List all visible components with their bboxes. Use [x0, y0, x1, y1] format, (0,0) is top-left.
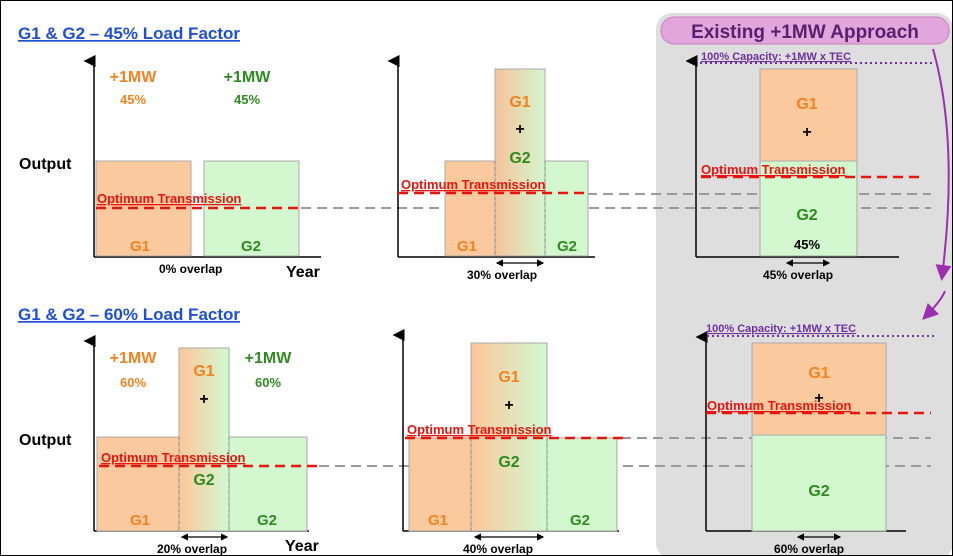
overlap-label: 40% overlap: [463, 542, 533, 555]
chart-bottom-40-overlap: G1 + Optimum Transmission G2 G1 G2 40% o…: [392, 329, 625, 555]
plus-sign: +: [515, 121, 524, 138]
overlap-label: 45% overlap: [763, 268, 833, 282]
g2-increase-label: +1MW: [245, 350, 293, 367]
g2-label: G2: [796, 207, 817, 224]
g1-label: G1: [457, 238, 477, 255]
g2-label: G2: [570, 512, 590, 529]
optimum-transmission-label: Optimum Transmission: [401, 177, 546, 192]
g2-tail-block: [544, 160, 589, 257]
g1-block: [95, 160, 192, 257]
g1-increase-label: +1MW: [110, 350, 158, 367]
g1-block: [96, 436, 180, 532]
chart-bottom-existing: 100% Capacity: +1MW x TEC G1 + Optimum T…: [695, 323, 935, 555]
chart-top-existing: 100% Capacity: +1MW x TEC G1 + Optimum T…: [685, 51, 935, 282]
chart-bottom-20-overlap: Output +1MW 60% +1MW 60% G1 + Optimum Tr…: [19, 335, 319, 555]
existing-approach-title: Existing +1MW Approach: [691, 22, 919, 43]
g1-increase-label: +1MW: [110, 69, 158, 86]
g2-block: [751, 434, 887, 532]
g2-label: G2: [557, 238, 577, 255]
plus-sign: +: [504, 397, 513, 414]
g1-stack-label: G1: [509, 94, 530, 111]
g1-block: [444, 160, 496, 257]
g1-label: G1: [130, 238, 150, 255]
g2-block: [203, 160, 300, 257]
overlap-label: 20% overlap: [157, 542, 227, 555]
g2-load-factor: 60%: [255, 375, 281, 390]
g2-block: [759, 160, 858, 257]
g1-stack-label: G1: [498, 369, 519, 386]
chart-top-no-overlap: Output +1MW 45% +1MW 45% Optimum Transmi…: [19, 55, 321, 281]
overlap-label: 0% overlap: [159, 262, 222, 276]
optimum-transmission-label: Optimum Transmission: [97, 191, 242, 206]
overlap-label: 60% overlap: [774, 542, 844, 555]
g2-load-factor: 45%: [234, 92, 260, 107]
existing-approach-badge: [660, 16, 950, 45]
top-section-title: G1 & G2 – 45% Load Factor: [18, 24, 240, 43]
g2-increase-label: +1MW: [224, 69, 272, 86]
g2-stack-label: G2: [498, 454, 519, 471]
g2-label: G2: [257, 512, 277, 529]
plus-sign: +: [199, 391, 208, 408]
g1-label: G1: [796, 96, 817, 113]
optimum-transmission-label: Optimum Transmission: [707, 398, 852, 413]
plus-sign: +: [814, 390, 823, 407]
g1-load-factor: 60%: [120, 375, 146, 390]
output-label: Output: [19, 432, 72, 449]
g1-block: [408, 437, 472, 532]
capacity-note: 100% Capacity: +1MW x TEC: [701, 51, 851, 63]
g1-label: G1: [130, 512, 150, 529]
optimum-transmission-label: Optimum Transmission: [701, 162, 846, 177]
capacity-note: 100% Capacity: +1MW x TEC: [706, 323, 856, 335]
g2-block: [546, 437, 618, 532]
panel-arrow-to-bottom: [922, 290, 946, 320]
g1-block: [759, 68, 858, 162]
g2-block: [228, 436, 308, 532]
load-factor-label: 45%: [794, 237, 820, 252]
year-label: Year: [286, 264, 320, 281]
g2-label: G2: [241, 238, 261, 255]
overlap-label: 30% overlap: [467, 268, 537, 282]
g2-stack-label: G2: [193, 472, 214, 489]
g1-label: G1: [808, 365, 829, 382]
output-label: Output: [19, 156, 72, 173]
year-label: Year: [285, 538, 319, 555]
g1-label: G1: [428, 512, 448, 529]
bottom-section-title: G1 & G2 – 60% Load Factor: [18, 305, 240, 324]
g1-load-factor: 45%: [120, 92, 146, 107]
chart-top-30-overlap: G1 + G2 Optimum Transmission G1 G2 30% o…: [387, 55, 595, 282]
g2-stack-label: G2: [509, 150, 530, 167]
g1-stack-label: G1: [193, 363, 214, 380]
g1-block: [751, 342, 887, 436]
optimum-transmission-label: Optimum Transmission: [407, 422, 552, 437]
g2-label: G2: [808, 483, 829, 500]
optimum-transmission-label: Optimum Transmission: [101, 450, 246, 465]
plus-sign: +: [802, 124, 811, 141]
panel-arrow-down: [932, 48, 952, 281]
